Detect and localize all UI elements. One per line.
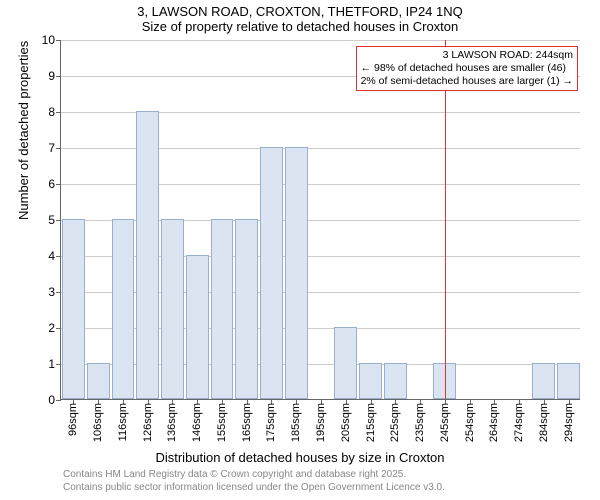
footer-line: Contains public sector information licen…: [63, 482, 445, 495]
chart-title-line1: 3, LAWSON ROAD, CROXTON, THETFORD, IP24 …: [0, 4, 600, 19]
bar: [359, 363, 382, 399]
ytick-mark: [56, 148, 61, 149]
annotation-box: 3 LAWSON ROAD: 244sqm← 98% of detached h…: [356, 46, 578, 91]
xtick-label: 146sqm: [191, 403, 203, 442]
xtick-label: 274sqm: [513, 403, 525, 442]
ytick-mark: [56, 364, 61, 365]
ytick-mark: [56, 112, 61, 113]
ytick-mark: [56, 40, 61, 41]
ytick-label: 10: [42, 33, 55, 47]
ytick-mark: [56, 292, 61, 293]
ytick-label: 3: [48, 285, 55, 299]
ytick-label: 2: [48, 321, 55, 335]
xtick-label: 195sqm: [315, 403, 327, 442]
xtick-label: 235sqm: [414, 403, 426, 442]
y-axis-label: Number of detached properties: [16, 41, 31, 220]
xtick-label: 205sqm: [340, 403, 352, 442]
footer-line: Contains HM Land Registry data © Crown c…: [63, 469, 445, 482]
bar: [161, 219, 184, 399]
xtick-label: 264sqm: [488, 403, 500, 442]
ytick-label: 6: [48, 177, 55, 191]
ytick-mark: [56, 184, 61, 185]
x-axis-label: Distribution of detached houses by size …: [0, 450, 600, 465]
xtick-label: 96sqm: [67, 403, 79, 436]
bar: [136, 111, 159, 399]
xtick-label: 225sqm: [389, 403, 401, 442]
xtick-label: 215sqm: [365, 403, 377, 442]
xtick-label: 185sqm: [290, 403, 302, 442]
ytick-label: 4: [48, 249, 55, 263]
ytick-label: 9: [48, 69, 55, 83]
ytick-mark: [56, 76, 61, 77]
ytick-label: 8: [48, 105, 55, 119]
bar: [235, 219, 258, 399]
bar: [112, 219, 135, 399]
xtick-label: 106sqm: [92, 403, 104, 442]
bar: [62, 219, 85, 399]
xtick-label: 175sqm: [265, 403, 277, 442]
bar: [384, 363, 407, 399]
ytick-mark: [56, 328, 61, 329]
bar: [186, 255, 209, 399]
xtick-label: 294sqm: [563, 403, 575, 442]
xtick-label: 126sqm: [142, 403, 154, 442]
annotation-line: ← 98% of detached houses are smaller (46…: [361, 62, 573, 75]
ytick-label: 7: [48, 141, 55, 155]
xtick-label: 284sqm: [538, 403, 550, 442]
chart-container: 01234567891096sqm106sqm116sqm126sqm136sq…: [60, 40, 580, 430]
ytick-mark: [56, 256, 61, 257]
ytick-mark: [56, 220, 61, 221]
annotation-line: 2% of semi-detached houses are larger (1…: [361, 75, 573, 88]
marker-line: [445, 40, 446, 399]
gridline: [61, 40, 580, 41]
bar: [285, 147, 308, 399]
xtick-label: 245sqm: [439, 403, 451, 442]
bar: [334, 327, 357, 399]
bar: [211, 219, 234, 399]
ytick-label: 1: [48, 357, 55, 371]
footer-attribution: Contains HM Land Registry data © Crown c…: [63, 469, 445, 494]
ytick-mark: [56, 400, 61, 401]
xtick-label: 254sqm: [464, 403, 476, 442]
xtick-label: 165sqm: [241, 403, 253, 442]
bar: [557, 363, 580, 399]
ytick-label: 0: [48, 393, 55, 407]
plot-area: 01234567891096sqm106sqm116sqm126sqm136sq…: [60, 40, 580, 400]
bar: [260, 147, 283, 399]
ytick-label: 5: [48, 213, 55, 227]
xtick-label: 116sqm: [117, 403, 129, 441]
xtick-label: 136sqm: [166, 403, 178, 442]
chart-title-block: 3, LAWSON ROAD, CROXTON, THETFORD, IP24 …: [0, 4, 600, 34]
chart-title-line2: Size of property relative to detached ho…: [0, 19, 600, 34]
annotation-line: 3 LAWSON ROAD: 244sqm: [361, 49, 573, 62]
bar: [532, 363, 555, 399]
bar: [87, 363, 110, 399]
xtick-label: 155sqm: [216, 403, 228, 442]
